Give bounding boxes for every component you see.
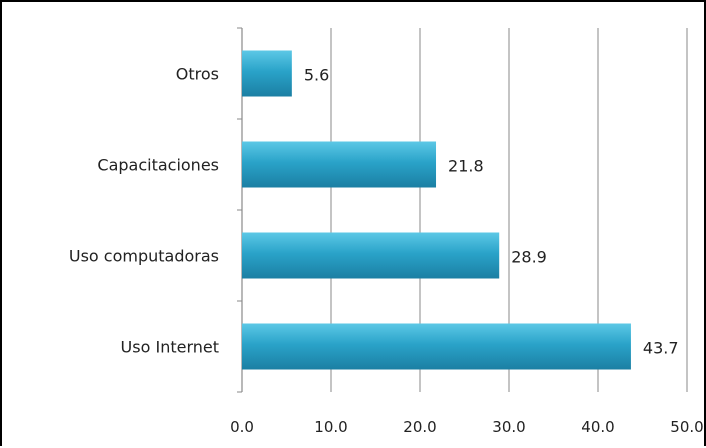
category-label-0: Otros xyxy=(176,65,219,84)
labels: 0.0 10.0 20.0 30.0 40.0 50.0 Otros 5.6 Capacitac… xyxy=(69,65,704,437)
x-tick-label-4: 40.0 xyxy=(581,418,614,436)
value-label-0: 5.6 xyxy=(304,66,329,85)
bar-2 xyxy=(242,232,500,279)
value-label-3: 43.7 xyxy=(643,339,679,358)
bar-1 xyxy=(242,141,437,188)
x-tick-label-3: 30.0 xyxy=(492,418,525,436)
bar-0 xyxy=(242,50,292,97)
x-tick-label-0: 0.0 xyxy=(230,418,254,436)
category-label-3: Uso Internet xyxy=(121,338,219,357)
bars xyxy=(242,50,631,370)
category-label-1: Capacitaciones xyxy=(97,156,219,175)
category-label-2: Uso computadoras xyxy=(69,247,219,266)
x-tick-label-5: 50.0 xyxy=(670,418,703,436)
axes xyxy=(237,27,243,393)
value-label-2: 28.9 xyxy=(511,248,547,267)
value-label-1: 21.8 xyxy=(448,157,484,176)
x-tick-label-2: 20.0 xyxy=(403,418,436,436)
x-tick-label-1: 10.0 xyxy=(314,418,347,436)
bar-3 xyxy=(242,323,631,370)
